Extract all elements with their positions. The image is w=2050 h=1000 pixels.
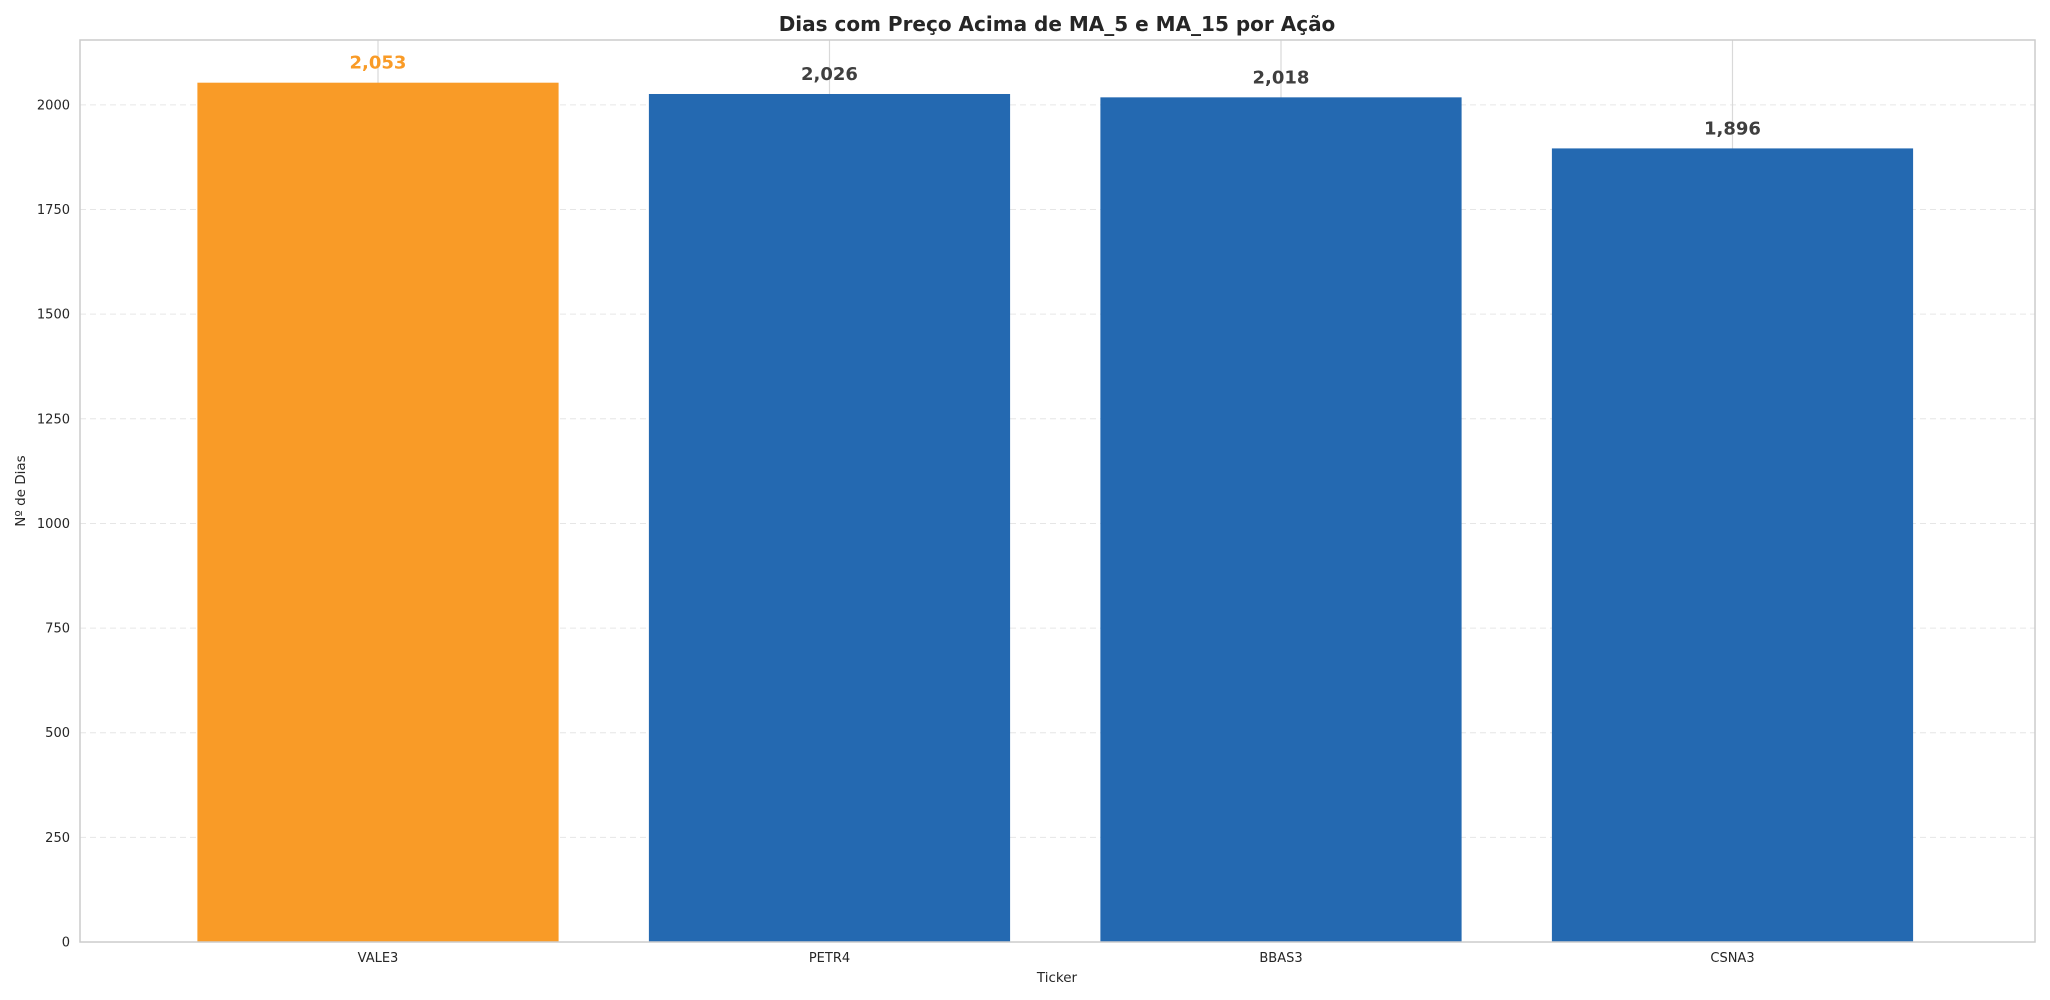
- y-tick-label: 1250: [37, 412, 70, 427]
- data-label: 2,053: [350, 53, 407, 74]
- y-tick-label: 750: [45, 622, 70, 637]
- data-label: 2,018: [1253, 67, 1310, 88]
- axes-frame: [79, 39, 2036, 943]
- data-label: 1,896: [1704, 118, 1761, 139]
- data-labels: 2,053 2,026 2,018 1,896: [350, 53, 1761, 140]
- bar-bbas3: [1100, 97, 1462, 943]
- bar-petr4: [648, 93, 1011, 942]
- x-tick-labels: VALE3 PETR4 BBAS3 CSNA3: [358, 951, 1755, 966]
- y-axis-label: Nº de Dias: [13, 455, 29, 526]
- y-tick-label: 0: [62, 936, 70, 951]
- plot-frame: [79, 39, 2036, 943]
- x-axis-label: Ticker: [1036, 970, 1078, 986]
- bar-vale3: [197, 82, 559, 943]
- data-label: 2,026: [801, 64, 858, 85]
- y-tick-label: 250: [45, 831, 70, 846]
- y-tick-label: 1000: [37, 517, 70, 532]
- chart-title: Dias com Preço Acima de MA_5 e MA_15 por…: [779, 12, 1336, 36]
- y-tick-label: 2000: [37, 98, 70, 113]
- bars: [197, 82, 1914, 943]
- y-tick-label: 1750: [37, 203, 70, 218]
- y-tick-labels: 0 250 500 750 1000 1250 1500 1750 2000: [37, 98, 70, 950]
- x-tick-label: CSNA3: [1710, 951, 1754, 966]
- y-tick-label: 1500: [37, 308, 70, 323]
- x-tick-label: VALE3: [358, 951, 399, 966]
- x-tick-label: PETR4: [809, 951, 850, 966]
- x-tick-label: BBAS3: [1259, 951, 1302, 966]
- bar-csna3: [1551, 148, 1914, 943]
- y-tick-label: 500: [45, 726, 70, 741]
